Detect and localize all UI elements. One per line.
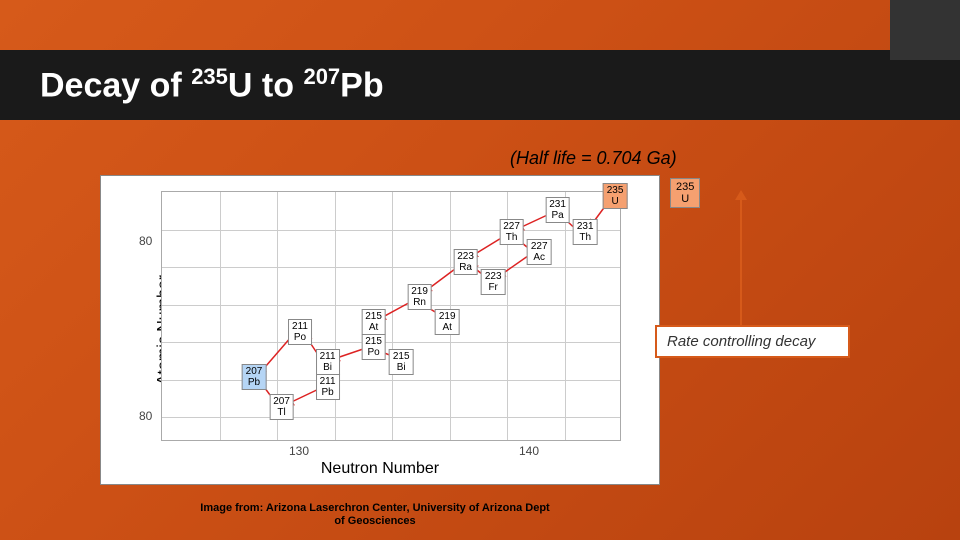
decay-chart: Atomic Number Neutron Number 235U231Pa22…	[100, 175, 660, 485]
isotope-node: 235U	[603, 183, 628, 209]
isotope-node: 219Rn	[407, 284, 432, 310]
isotope-node: 223Fr	[481, 269, 506, 295]
iso2-element: Pb	[340, 67, 383, 105]
rate-controlling-callout: Rate controlling decay	[655, 325, 850, 358]
title-prefix: Decay of	[40, 67, 191, 105]
isotope-node: 207Tl	[269, 394, 294, 420]
isotope-node: 223Ra	[453, 249, 478, 275]
y-tick: 80	[139, 234, 152, 248]
title-mid: to	[252, 67, 303, 105]
x-tick: 140	[519, 444, 539, 458]
title-bar: Decay of 235U to 207Pb	[0, 50, 960, 120]
callout-line	[740, 195, 742, 325]
isotope-node: 207Pb	[242, 364, 267, 390]
slide-title: Decay of 235U to 207Pb	[40, 64, 384, 105]
halflife-label: (Half life = 0.704 Ga)	[510, 148, 677, 169]
isotope-node: 227Th	[499, 219, 524, 245]
isotope-node: 219At	[435, 309, 460, 335]
start-isotope-label: 235U	[670, 178, 700, 208]
isotope-node: 211Po	[288, 319, 312, 345]
isotope-node: 215Po	[361, 334, 386, 360]
isotope-node: 215At	[361, 309, 386, 335]
image-credit: Image from: Arizona Laserchron Center, U…	[200, 502, 550, 528]
decay-arrows	[162, 192, 622, 442]
isotope-node: 231Th	[573, 219, 598, 245]
isotope-node: 227Ac	[527, 239, 552, 265]
isotope-node: 231Pa	[545, 197, 570, 223]
slide-corner-accent	[890, 0, 960, 60]
isotope-node: 211Pb	[316, 374, 340, 400]
callout-text: Rate controlling decay	[667, 333, 815, 350]
x-axis-label: Neutron Number	[321, 460, 439, 478]
x-tick: 130	[289, 444, 309, 458]
iso2-mass: 207	[303, 64, 340, 89]
chart-plot-area: 235U231Pa227Th231Th227Ac223Ra223Fr219Rn2…	[161, 191, 621, 441]
iso1-element: U	[228, 67, 253, 105]
isotope-node: 215Bi	[389, 349, 414, 375]
isotope-node: 211Bi	[316, 349, 340, 375]
iso1-mass: 235	[191, 64, 228, 89]
y-tick: 80	[139, 409, 152, 423]
